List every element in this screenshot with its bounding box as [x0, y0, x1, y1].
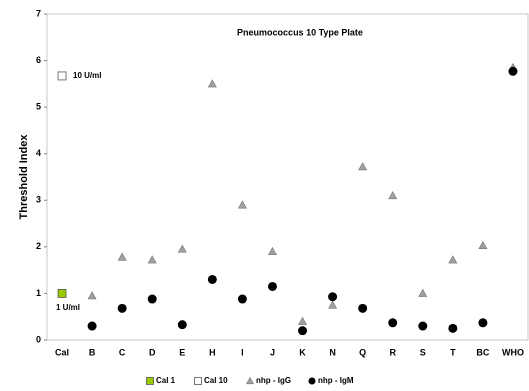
marker	[298, 326, 308, 336]
legend-marker	[308, 377, 316, 385]
x-tick-label: Q	[359, 347, 366, 357]
marker	[87, 321, 97, 331]
legend-label: Cal 1	[156, 376, 176, 385]
marker	[388, 191, 398, 200]
x-tick-label: R	[389, 347, 396, 357]
x-tick-label: H	[209, 347, 216, 357]
x-tick-label: C	[119, 347, 126, 357]
marker	[207, 274, 217, 284]
legend-marker	[194, 377, 202, 385]
x-tick-label: K	[299, 347, 306, 357]
y-tick-label: 1	[36, 288, 41, 298]
marker	[418, 321, 428, 331]
marker	[267, 281, 277, 291]
x-tick-label: BC	[476, 347, 489, 357]
marker	[478, 240, 488, 249]
legend-label: Cal 10	[204, 376, 228, 385]
marker	[147, 294, 157, 304]
marker	[237, 200, 247, 209]
marker	[388, 318, 398, 328]
x-tick-label: Cal	[55, 347, 69, 357]
marker	[358, 162, 368, 171]
marker	[508, 66, 518, 76]
marker	[237, 294, 247, 304]
marker	[478, 318, 488, 328]
y-tick-label: 4	[36, 148, 41, 158]
marker	[207, 79, 217, 88]
marker	[358, 303, 368, 313]
x-tick-label: N	[329, 347, 336, 357]
x-tick-label: WHO	[502, 347, 524, 357]
marker	[57, 71, 67, 81]
marker	[117, 252, 127, 261]
marker	[177, 244, 187, 253]
marker	[328, 292, 338, 302]
legend-marker	[146, 377, 154, 385]
x-tick-label: E	[179, 347, 185, 357]
legend-marker	[245, 376, 255, 385]
marker	[448, 323, 458, 333]
marker	[267, 246, 277, 256]
marker	[328, 300, 338, 309]
marker	[177, 320, 187, 330]
marker	[298, 316, 308, 325]
marker	[448, 255, 458, 264]
y-tick-label: 3	[36, 195, 41, 205]
chart-title: Pneumococcus 10 Type Plate	[237, 27, 363, 37]
x-tick-label: T	[450, 347, 456, 357]
x-tick-label: J	[270, 347, 275, 357]
y-tick-label: 6	[36, 55, 41, 65]
y-tick-label: 7	[36, 8, 41, 18]
x-tick-label: S	[420, 347, 426, 357]
y-tick-label: 2	[36, 241, 41, 251]
y-tick-label: 5	[36, 102, 41, 112]
x-tick-label: B	[89, 347, 96, 357]
legend-label: nhp - IgM	[318, 376, 354, 385]
annotation: 1 U/ml	[56, 303, 80, 312]
annotation: 10 U/ml	[73, 71, 101, 80]
plot-frame	[46, 13, 529, 341]
marker	[147, 255, 157, 264]
x-tick-label: D	[149, 347, 156, 357]
x-tick-label: I	[241, 347, 244, 357]
marker	[87, 291, 97, 300]
marker	[117, 303, 127, 313]
marker	[418, 288, 428, 297]
y-tick-label: 0	[36, 334, 41, 344]
marker	[57, 289, 67, 298]
y-axis-label: Threshold Index	[18, 134, 30, 220]
legend-label: nhp - IgG	[256, 376, 291, 385]
